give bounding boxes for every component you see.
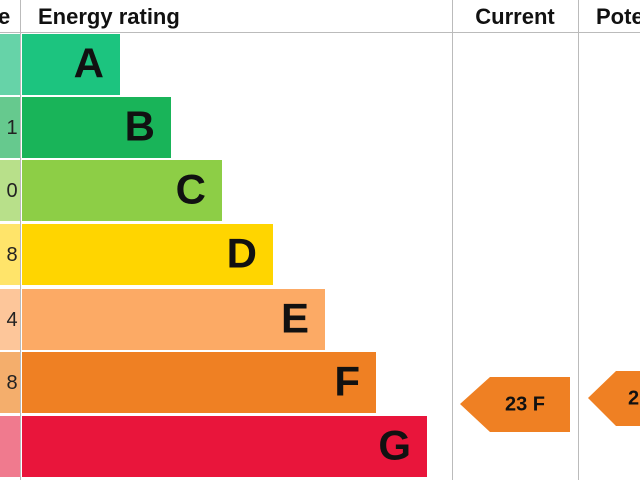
- score-header: e: [0, 4, 10, 29]
- score-range: 8: [6, 372, 17, 394]
- rating-header: Energy rating: [38, 4, 180, 29]
- current-header: Current: [475, 4, 555, 29]
- band-letter: F: [334, 358, 360, 405]
- potential-rating: 2: [628, 387, 639, 409]
- potential-arrow: [588, 371, 640, 426]
- band-letter: A: [74, 40, 104, 87]
- score-cell: [0, 416, 20, 477]
- score-range: 0: [6, 180, 17, 202]
- band-letter: D: [227, 230, 257, 277]
- score-cell: [0, 352, 20, 413]
- band-letter: C: [176, 166, 206, 213]
- score-cell: [0, 97, 20, 158]
- score-range: 8: [6, 244, 17, 266]
- score-cell: [0, 289, 20, 350]
- band-letter: E: [281, 295, 309, 342]
- band-letter: G: [378, 422, 411, 469]
- band-bar: [22, 289, 325, 350]
- band-bar: [22, 97, 171, 158]
- band-bar: [22, 160, 222, 221]
- score-cell: [0, 224, 20, 285]
- current-arrow: [460, 377, 570, 432]
- band-bar: [22, 352, 376, 413]
- score-cell: [0, 160, 20, 221]
- rating-bands: A 1 B 0 C 8 D 4 E 8 FG: [0, 34, 427, 477]
- current-rating: 23 F: [505, 393, 545, 415]
- score-range: 1: [6, 117, 17, 139]
- score-range: 4: [6, 309, 17, 331]
- band-bar: [22, 416, 427, 477]
- band-bar: [22, 224, 273, 285]
- score-cell: [0, 34, 20, 95]
- potential-header: Pote: [596, 4, 640, 29]
- band-letter: B: [125, 103, 155, 150]
- band-bar: [22, 34, 120, 95]
